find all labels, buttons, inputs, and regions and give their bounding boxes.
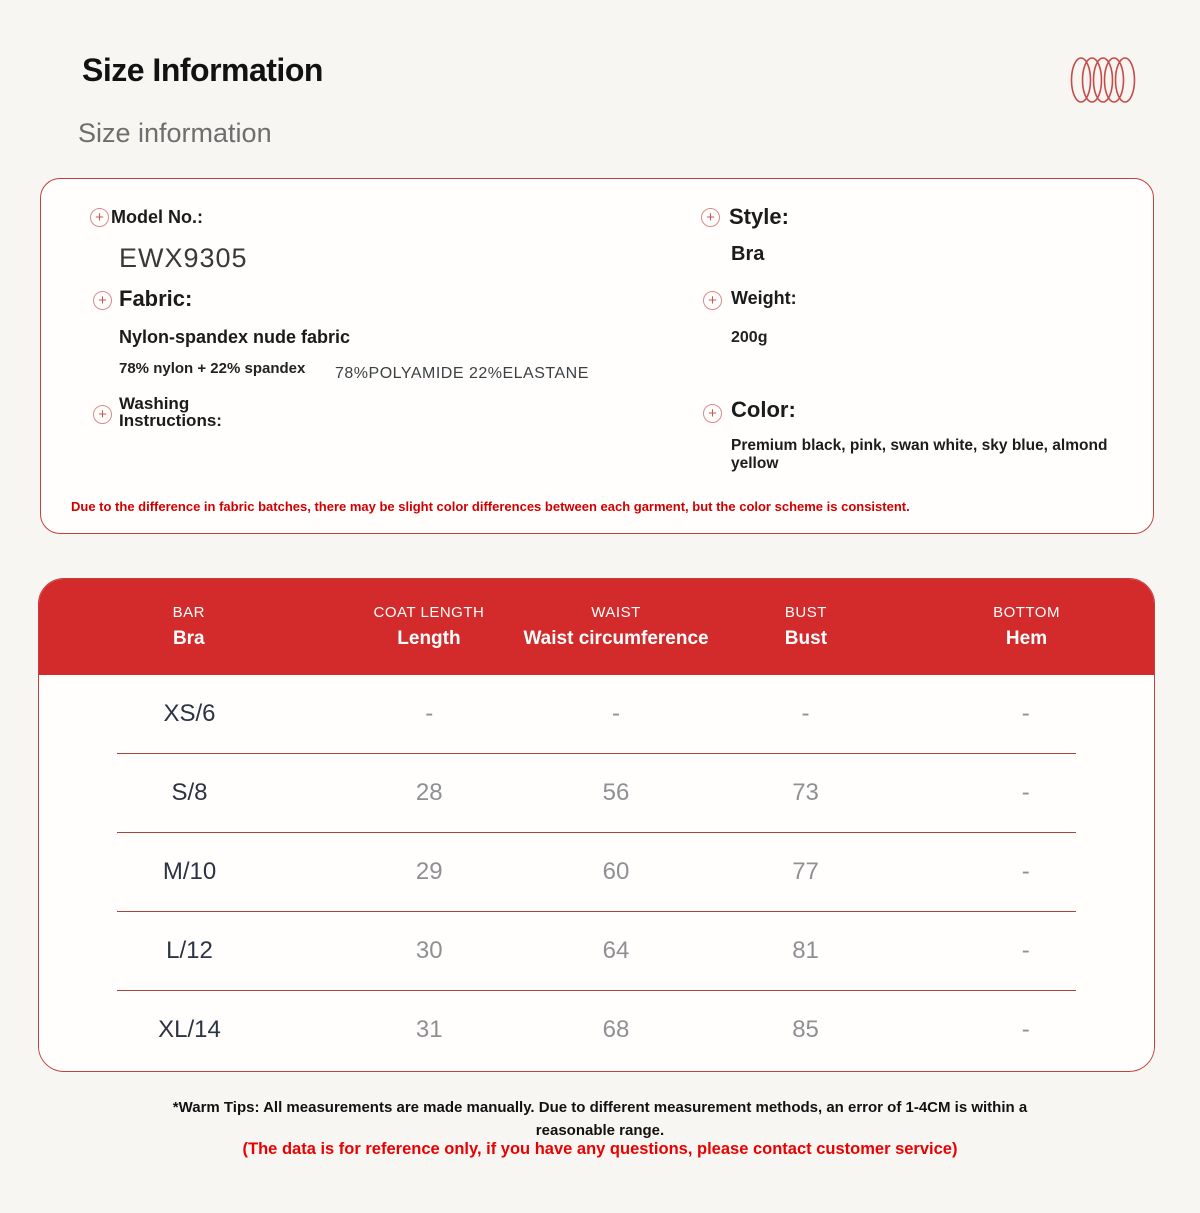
reference-note: (The data is for reference only, if you … — [242, 1140, 958, 1158]
value-cell: 81 — [792, 937, 819, 964]
weight-label: Weight: — [731, 288, 797, 308]
row-divider — [117, 753, 1076, 754]
column-header-bra: BAR Bra — [39, 603, 340, 650]
value-cell: - — [1021, 858, 1030, 885]
row-divider — [117, 990, 1076, 991]
value-cell: 73 — [792, 779, 819, 806]
size-cell: M/10 — [162, 858, 217, 885]
value-cell: 30 — [415, 937, 443, 964]
table-row: XS/6 - - - - — [39, 675, 1154, 753]
weight-value: 200g — [731, 329, 768, 346]
model-label: Model No.: — [111, 207, 203, 227]
value-cell: 68 — [602, 1016, 630, 1043]
value-cell: 29 — [415, 858, 443, 885]
value-cell: 31 — [415, 1016, 443, 1043]
column-header-bottom: Waist circumference — [523, 627, 709, 649]
column-header-top: BAR — [172, 603, 205, 621]
column-header-length: COAT LENGTH Length — [340, 604, 519, 650]
value-cell: - — [612, 700, 620, 727]
size-table-body: XS/6 - - - - S/8 28 56 73 - M/10 29 60 7… — [39, 675, 1154, 1069]
column-header-hem: BOTTOM Hem — [898, 603, 1154, 650]
plus-icon: + — [93, 405, 112, 424]
fabric-composition-en: 78%POLYAMIDE 22%ELASTANE — [335, 365, 589, 382]
page-title: Size Information — [82, 52, 323, 88]
value-cell: - — [425, 700, 434, 727]
value-cell: 60 — [602, 858, 630, 885]
fabric-name: Nylon-spandex nude fabric — [119, 327, 351, 347]
fabric-composition: 78% nylon + 22% spandex — [119, 360, 306, 377]
value-cell: - — [1021, 937, 1030, 964]
value-cell: 85 — [792, 1016, 819, 1043]
column-header-bottom: Hem — [1005, 627, 1048, 649]
value-cell: 56 — [602, 779, 630, 806]
column-header-top: COAT LENGTH — [373, 603, 485, 621]
column-header-waist: WAIST Waist circumference — [518, 604, 713, 650]
value-cell: - — [1021, 700, 1030, 727]
size-cell: L/12 — [166, 937, 213, 964]
size-cell: XS/6 — [163, 700, 216, 727]
color-value: Premium black, pink, swan white, sky blu… — [731, 437, 1108, 472]
column-header-top: WAIST — [591, 603, 641, 621]
plus-icon: + — [701, 208, 720, 227]
value-cell: 77 — [792, 858, 819, 885]
column-header-bottom: Bra — [172, 627, 205, 649]
row-divider — [117, 832, 1076, 833]
plus-icon: + — [93, 291, 112, 310]
value-cell: 64 — [602, 937, 630, 964]
washing-label: Washing Instructions: — [119, 394, 222, 430]
column-header-bottom: Bust — [784, 627, 828, 649]
page-subtitle: Size information — [78, 118, 272, 148]
plus-icon: + — [703, 291, 722, 310]
row-divider — [117, 911, 1076, 912]
column-header-top: BOTTOM — [993, 603, 1060, 621]
table-row: XL/14 31 68 85 - — [39, 991, 1154, 1069]
table-row: M/10 29 60 77 - — [39, 833, 1154, 911]
table-row: L/12 30 64 81 - — [39, 912, 1154, 990]
value-cell: - — [801, 700, 810, 727]
fabric-label: Fabric: — [119, 286, 193, 311]
size-table: BAR Bra COAT LENGTH Length WAIST Waist c… — [38, 578, 1155, 1072]
style-label: Style: — [729, 204, 789, 229]
value-cell: - — [1021, 779, 1030, 806]
column-header-bottom: Length — [397, 627, 461, 649]
value-cell: 28 — [415, 779, 443, 806]
size-table-header: BAR Bra COAT LENGTH Length WAIST Waist c… — [39, 579, 1154, 675]
size-cell: XL/14 — [158, 1016, 221, 1043]
warm-tips-note: *Warm Tips: All measurements are made ma… — [172, 1099, 1028, 1140]
plus-icon: + — [703, 404, 722, 423]
column-header-bust: BUST Bust — [714, 604, 898, 650]
style-value: Bra — [731, 243, 765, 265]
value-cell: - — [1021, 1016, 1030, 1043]
table-row: S/8 28 56 73 - — [39, 754, 1154, 832]
product-info-panel: + Model No.: EWX9305 + Fabric: Nylon-spa… — [40, 178, 1154, 668]
plus-icon: + — [90, 208, 109, 227]
fabric-batch-note: Due to the difference in fabric batches,… — [71, 499, 910, 514]
color-label: Color: — [731, 397, 796, 422]
model-value: EWX9305 — [119, 243, 248, 273]
size-cell: S/8 — [171, 779, 208, 806]
spring-coil-icon — [1068, 52, 1140, 113]
column-header-top: BUST — [784, 603, 827, 621]
